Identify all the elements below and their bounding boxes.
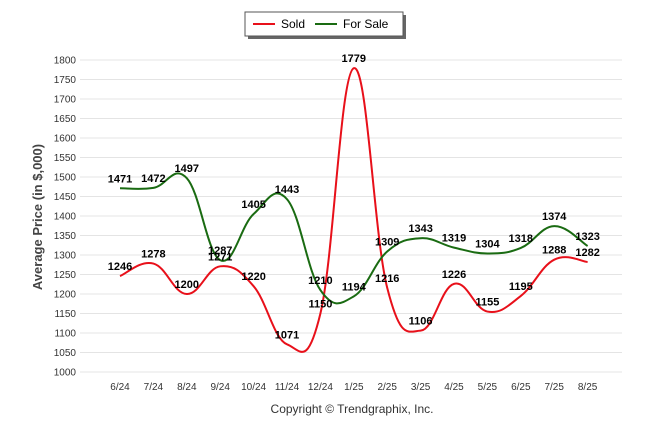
x-axis: 6/24 7/24 8/24 9/24 10/24 11/24 12/24 1/25 2/25 3… (110, 382, 598, 393)
x-tick-label: 1/25 (344, 382, 364, 393)
y-axis: 1000 1050 1100 1150 1200 1250 1300 1350 1400 1450… (54, 56, 77, 379)
y-tick-label: 1200 (54, 290, 77, 301)
sold-data-label: 1155 (475, 297, 499, 309)
y-tick-label: 1650 (54, 114, 77, 125)
y-axis-label: Average Price (in $,000) (30, 144, 45, 290)
sold-line (119, 67, 588, 353)
for-sale-data-label: 1318 (509, 233, 533, 245)
x-tick-label: 10/24 (241, 382, 266, 393)
sold-data-label: 1216 (375, 273, 399, 285)
sold-data-label: 1195 (509, 281, 533, 293)
data-labels: 1246 1278 1200 1271 1220 1071 1150 1779 1216 1106… (108, 53, 600, 341)
sold-data-label: 1282 (575, 247, 599, 259)
x-tick-label: 6/24 (110, 382, 130, 393)
for-sale-legend-label[interactable]: For Sale (343, 17, 389, 31)
sold-data-label: 1271 (208, 251, 232, 263)
x-tick-label: 6/25 (511, 382, 531, 393)
sold-data-label: 1278 (141, 249, 165, 261)
for-sale-data-label: 1443 (275, 184, 299, 196)
sold-data-label: 1071 (275, 329, 299, 341)
x-tick-label: 7/24 (144, 382, 164, 393)
for-sale-data-label: 1471 (108, 173, 132, 185)
x-tick-label: 3/25 (411, 382, 431, 393)
y-tick-label: 1100 (54, 329, 76, 340)
x-tick-label: 2/25 (377, 382, 397, 393)
for-sale-data-label: 1304 (475, 238, 500, 250)
y-tick-label: 1000 (54, 368, 77, 379)
y-tick-label: 1550 (54, 153, 77, 164)
for-sale-line (119, 172, 589, 305)
y-tick-label: 1600 (54, 134, 77, 145)
copyright-text: Copyright © Trendgraphix, Inc. (271, 402, 434, 416)
legend[interactable]: Sold For Sale (244, 11, 406, 39)
y-tick-label: 1450 (54, 192, 77, 203)
series-lines (119, 67, 589, 353)
y-tick-label: 1150 (54, 309, 76, 320)
x-tick-label: 12/24 (308, 382, 333, 393)
x-tick-label: 7/25 (544, 382, 564, 393)
for-sale-data-label: 1343 (408, 223, 432, 235)
x-tick-label: 9/24 (210, 382, 230, 393)
for-sale-data-label: 1374 (542, 211, 567, 223)
sold-data-label: 1106 (409, 316, 433, 328)
for-sale-data-label: 1287 (208, 245, 232, 257)
y-tick-label: 1750 (54, 75, 77, 86)
for-sale-data-label: 1319 (442, 233, 466, 245)
for-sale-data-label: 1405 (241, 199, 265, 211)
sold-legend-label[interactable]: Sold (281, 17, 305, 31)
sold-data-label: 1200 (175, 279, 199, 291)
x-tick-label: 8/24 (177, 382, 197, 393)
sold-data-label: 1220 (241, 271, 265, 283)
for-sale-data-label: 1309 (375, 236, 399, 248)
for-sale-data-label: 1194 (342, 281, 367, 293)
x-tick-label: 5/25 (478, 382, 498, 393)
y-tick-label: 1700 (54, 95, 77, 106)
for-sale-data-label: 1497 (175, 163, 199, 175)
for-sale-data-label: 1472 (141, 173, 165, 185)
y-tick-label: 1350 (54, 231, 77, 242)
grid (80, 59, 622, 373)
y-tick-label: 1800 (54, 56, 77, 67)
for-sale-data-label: 1323 (575, 231, 599, 243)
y-tick-label: 1400 (54, 212, 77, 223)
y-tick-label: 1050 (54, 348, 77, 359)
y-tick-label: 1250 (54, 270, 77, 281)
sold-data-label: 1226 (442, 269, 466, 281)
sold-data-label: 1246 (108, 261, 132, 273)
sold-data-label: 1779 (342, 53, 366, 65)
x-tick-label: 8/25 (578, 382, 598, 393)
y-tick-label: 1500 (54, 173, 77, 184)
for-sale-data-label: 1210 (308, 275, 332, 287)
x-tick-label: 11/24 (275, 382, 300, 393)
y-tick-label: 1300 (54, 251, 77, 262)
sold-data-label: 1150 (308, 299, 332, 311)
sold-data-label: 1288 (542, 245, 566, 257)
x-tick-label: 4/25 (444, 382, 464, 393)
